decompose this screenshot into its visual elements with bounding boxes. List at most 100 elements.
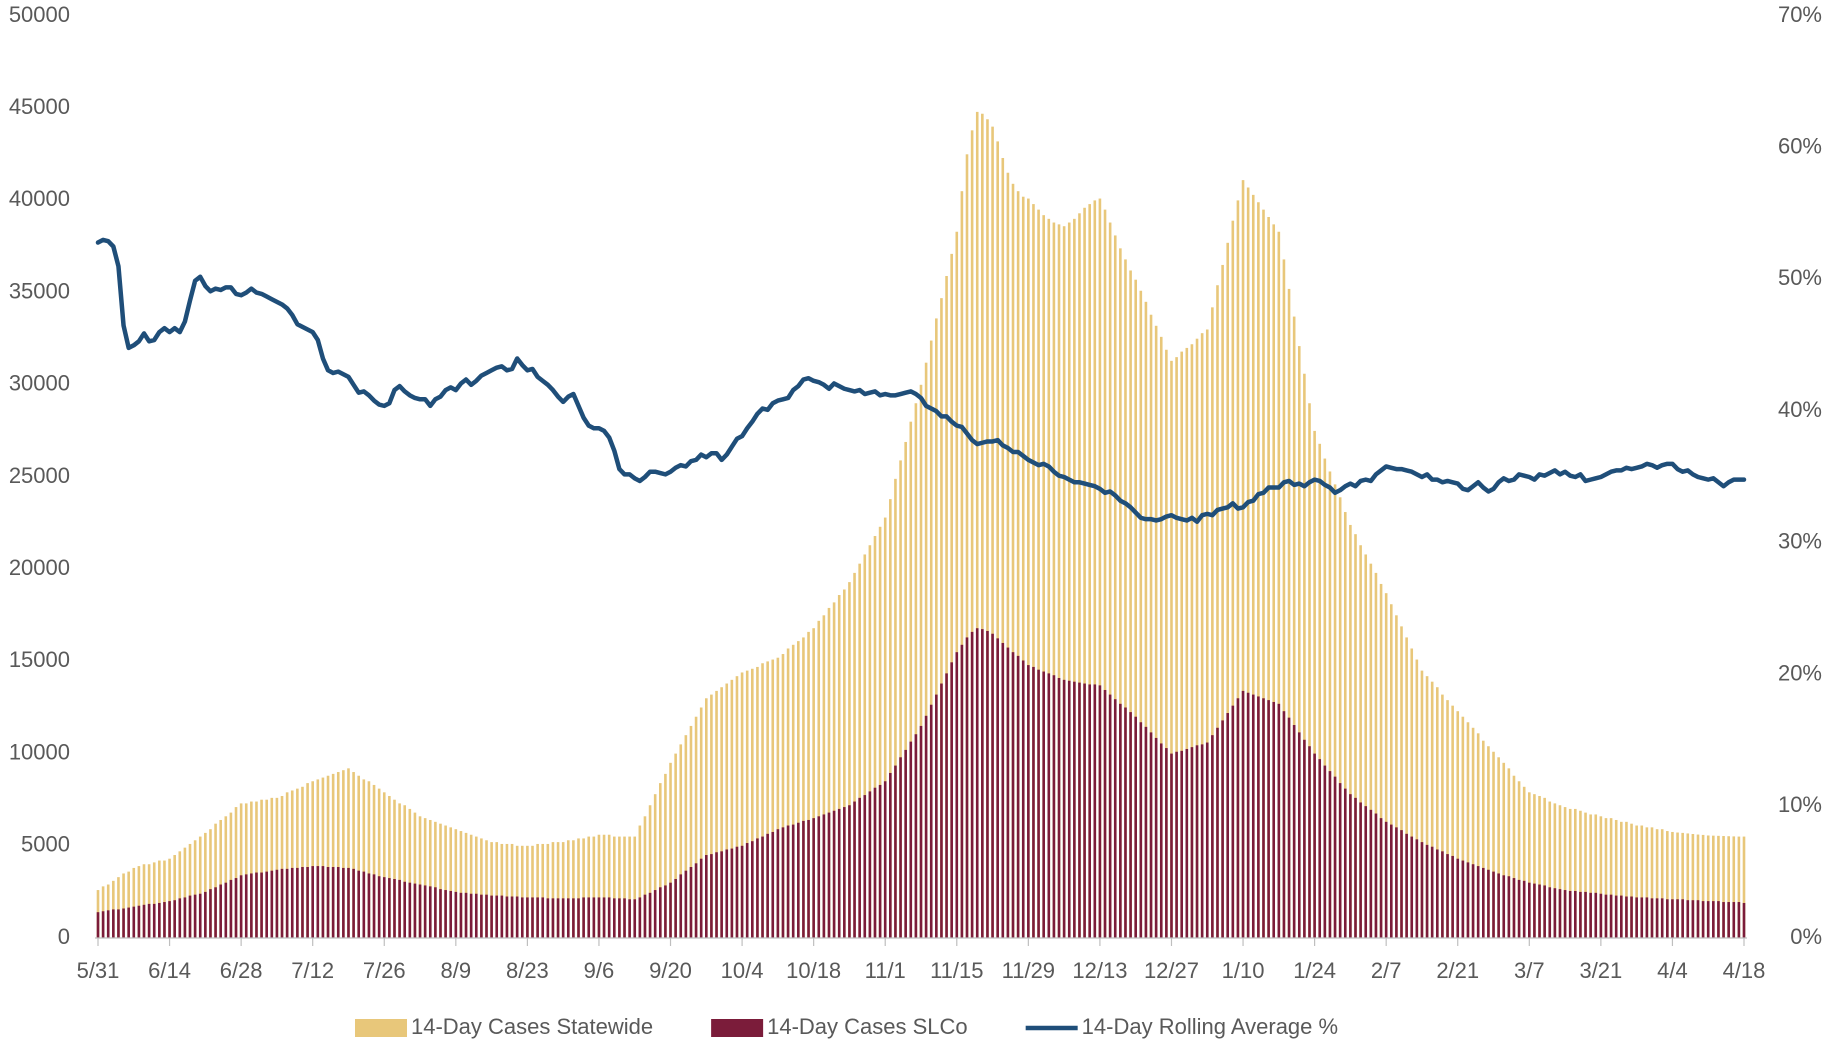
bar — [290, 790, 294, 938]
bar — [464, 892, 468, 938]
bar — [1073, 681, 1076, 938]
bar — [459, 892, 463, 938]
bar — [986, 630, 989, 938]
bar — [1241, 690, 1245, 938]
bar — [1635, 897, 1638, 938]
bar — [1282, 259, 1286, 939]
bar — [1129, 712, 1132, 938]
bar — [1701, 834, 1705, 938]
bar — [255, 872, 258, 938]
bar — [459, 831, 463, 938]
bar — [827, 812, 831, 938]
bar — [1701, 901, 1705, 938]
bar — [1655, 829, 1659, 938]
bar — [1154, 325, 1158, 938]
bar — [1374, 572, 1378, 938]
bar — [1257, 696, 1260, 938]
bar — [193, 840, 197, 938]
bar — [1078, 682, 1081, 938]
bar — [301, 867, 304, 938]
bar — [623, 898, 626, 938]
bar — [751, 841, 754, 938]
bar — [1599, 816, 1603, 938]
bar — [1430, 846, 1434, 938]
bar — [1722, 902, 1725, 938]
bar — [260, 872, 263, 938]
bar — [1282, 711, 1286, 938]
bar — [367, 781, 371, 938]
bar — [1354, 797, 1357, 938]
bar — [1686, 900, 1690, 938]
bar — [1318, 759, 1322, 938]
bar — [1410, 836, 1414, 938]
bar — [132, 867, 136, 938]
bar — [1691, 900, 1695, 938]
bar — [1737, 836, 1741, 938]
bar — [388, 796, 391, 938]
x-tick-label: 11/29 — [1002, 958, 1055, 983]
bar — [1221, 264, 1224, 938]
bar — [1159, 336, 1163, 939]
bar — [1384, 593, 1388, 938]
bar — [122, 908, 125, 938]
bar — [168, 858, 171, 938]
bar — [1461, 860, 1465, 938]
bar — [965, 637, 969, 938]
bar — [500, 895, 504, 938]
bar — [1507, 768, 1511, 938]
bar — [1369, 563, 1373, 938]
bar — [572, 898, 575, 938]
bar — [1180, 750, 1184, 938]
bar — [331, 867, 335, 938]
bar — [715, 690, 718, 938]
bar — [975, 111, 979, 938]
legend-item: 14-Day Cases SLCo — [711, 1014, 968, 1039]
bar — [1144, 301, 1148, 938]
bar — [1410, 648, 1414, 938]
y-tick-label: 5000 — [21, 832, 70, 857]
bar — [1625, 896, 1628, 938]
bar — [342, 770, 345, 938]
bar — [1558, 889, 1562, 938]
bar — [873, 536, 877, 938]
bar — [214, 887, 217, 938]
bar — [1108, 694, 1112, 938]
bar — [147, 864, 151, 938]
bar — [1047, 218, 1051, 939]
bar — [1379, 583, 1383, 938]
y2-tick-label: 10% — [1778, 792, 1822, 817]
bar — [1712, 835, 1715, 938]
bar — [1681, 832, 1684, 938]
bar — [183, 847, 187, 938]
bar — [904, 441, 907, 938]
bar — [1451, 855, 1454, 938]
bar — [1328, 771, 1332, 938]
bar — [147, 903, 151, 938]
bar — [1139, 290, 1143, 939]
bar — [1492, 751, 1495, 938]
bar — [970, 130, 974, 938]
bar — [1195, 338, 1199, 938]
bar — [250, 801, 253, 938]
bar — [1328, 471, 1332, 938]
bar — [1389, 824, 1393, 938]
bar — [756, 666, 759, 938]
bar — [526, 845, 529, 938]
bar — [572, 840, 575, 938]
bar — [1338, 783, 1342, 938]
bar — [1696, 834, 1700, 938]
bar — [198, 836, 202, 938]
bar — [311, 866, 314, 938]
bar — [694, 863, 698, 938]
bar — [848, 582, 851, 938]
bar — [566, 898, 570, 938]
y-tick-label: 0 — [58, 924, 70, 949]
bar — [566, 840, 570, 938]
x-tick-label: 11/15 — [930, 958, 983, 983]
bar — [1062, 226, 1066, 938]
bar — [684, 870, 688, 938]
bar — [1609, 894, 1613, 938]
bar — [1021, 660, 1025, 938]
bar — [515, 896, 519, 938]
bar — [173, 855, 176, 938]
